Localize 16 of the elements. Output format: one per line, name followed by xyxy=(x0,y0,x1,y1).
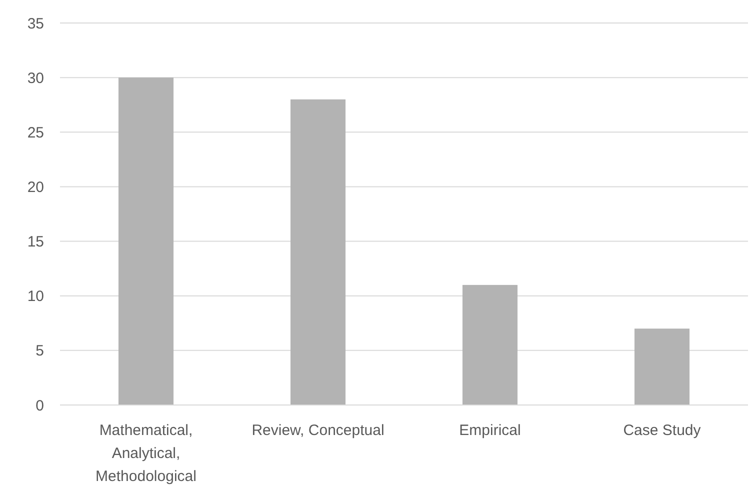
x-tick-label: Empirical xyxy=(459,422,521,439)
bar xyxy=(462,284,518,405)
x-tick-label: Review, Conceptual xyxy=(252,422,384,439)
y-tick-label: 20 xyxy=(27,178,44,196)
y-tick-label: 15 xyxy=(27,234,44,251)
bar xyxy=(290,99,346,405)
bar xyxy=(634,328,690,405)
y-tick-label: 30 xyxy=(27,70,44,87)
y-tick-label: 10 xyxy=(27,288,44,306)
y-tick-label: 25 xyxy=(27,124,44,142)
y-tick-label: 0 xyxy=(36,397,44,414)
x-tick-label: Mathematical, Analytical, Methodological xyxy=(96,422,196,485)
y-tick-label: 35 xyxy=(27,15,44,32)
x-tick-label: Case Study xyxy=(623,422,702,439)
bar xyxy=(118,78,174,405)
y-tick-label: 5 xyxy=(36,342,44,360)
